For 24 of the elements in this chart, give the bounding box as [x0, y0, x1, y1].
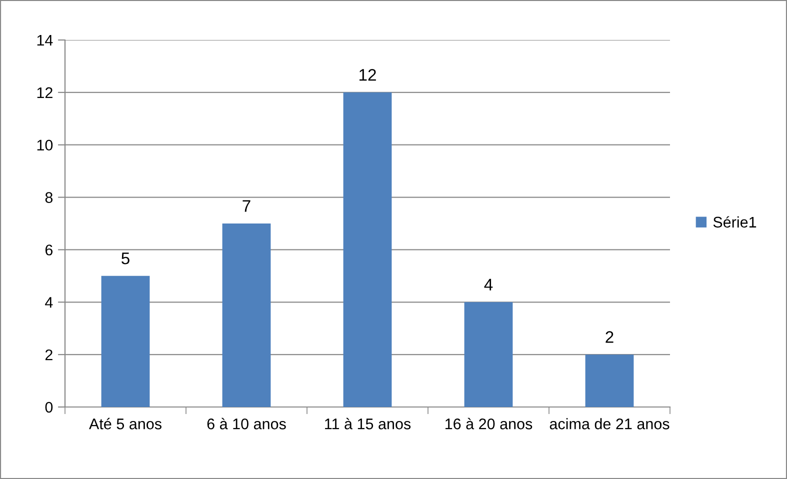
- y-tick-label: 2: [45, 349, 52, 360]
- y-tick-label: 6: [45, 244, 53, 256]
- legend-label: Série1: [713, 216, 756, 228]
- y-tick-label: 12: [37, 87, 52, 98]
- bar: [585, 354, 634, 407]
- x-tick-label: 11 à 15 anos: [325, 418, 411, 430]
- data-label: 5: [122, 252, 130, 264]
- bar: [464, 302, 513, 407]
- y-tick-label: 10: [37, 140, 53, 151]
- x-tick-label: 16 à 20 anos: [445, 418, 532, 430]
- x-tick-label: 6 à 10 anos: [207, 418, 286, 430]
- bar: [101, 276, 150, 407]
- y-tick-label: 0: [45, 402, 53, 413]
- data-label: 2: [606, 331, 614, 343]
- x-tick-label: Até 5 anos: [89, 418, 162, 430]
- x-tick-label: acima de 21 anos: [550, 418, 670, 430]
- bar: [222, 224, 271, 407]
- data-label: 7: [242, 200, 250, 212]
- data-label: 12: [360, 69, 376, 81]
- y-tick-label: 14: [37, 35, 53, 46]
- y-tick-label: 8: [45, 192, 53, 203]
- data-label: 4: [484, 278, 493, 290]
- bar: [343, 92, 392, 407]
- y-tick-label: 4: [45, 297, 53, 308]
